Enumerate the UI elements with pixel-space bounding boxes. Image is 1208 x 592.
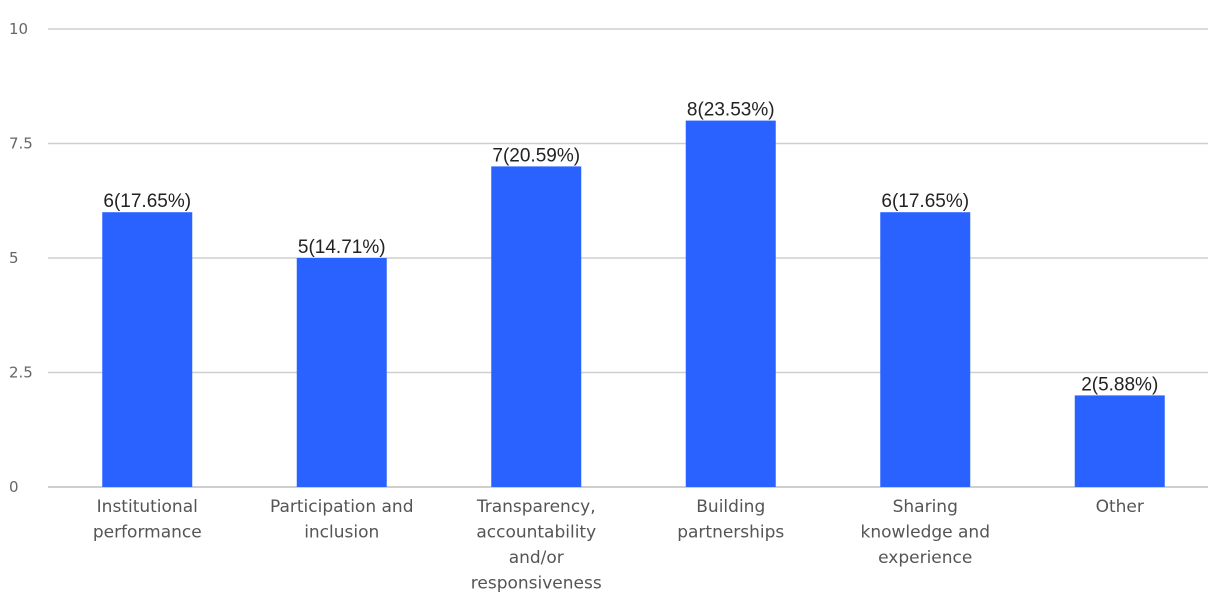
x-category-label: performance [93,523,202,543]
y-tick-label: 7.5 [9,135,33,153]
bar [102,212,193,487]
x-category-label: inclusion [304,523,379,543]
x-category-label: accountability [476,523,596,543]
bars [102,120,1165,487]
bar [880,212,971,487]
x-category-label: partnerships [677,523,784,543]
bar [491,166,582,487]
y-axis-ticks: 0 2.5 5 7.5 10 [9,20,33,496]
bar-data-label: 8(23.53%) [687,100,775,121]
x-category-label: experience [878,548,972,568]
x-category-label: responsiveness [471,574,602,592]
x-category-label: and/or [509,548,564,568]
x-category-label: Building [696,497,765,517]
bar-data-label: 6(17.65%) [881,191,969,212]
x-category-label: Sharing [893,497,958,517]
x-category-label: Transparency, [476,497,596,517]
y-tick-label: 10 [9,20,28,38]
bar [685,120,776,487]
bar [1074,395,1165,487]
x-category-label: Institutional [97,497,198,517]
y-tick-label: 5 [9,249,19,267]
bar-data-label: 5(14.71%) [298,237,386,258]
x-category-label: Other [1096,497,1144,517]
y-tick-label: 2.5 [9,364,33,382]
x-axis-categories: Institutional performance Participation an… [93,497,1144,592]
bar [296,258,387,487]
gridlines [48,28,1208,488]
data-labels: 6(17.65%) 5(14.71%) 7(20.59%) 8(23.53%) 6(17… [103,100,1158,396]
bar-data-label: 6(17.65%) [103,191,191,212]
x-category-label: Participation and [270,497,414,517]
bar-data-label: 7(20.59%) [492,145,580,166]
bar-data-label: 2(5.88%) [1081,374,1158,395]
y-tick-label: 0 [9,478,19,496]
x-category-label: knowledge and [860,523,990,543]
